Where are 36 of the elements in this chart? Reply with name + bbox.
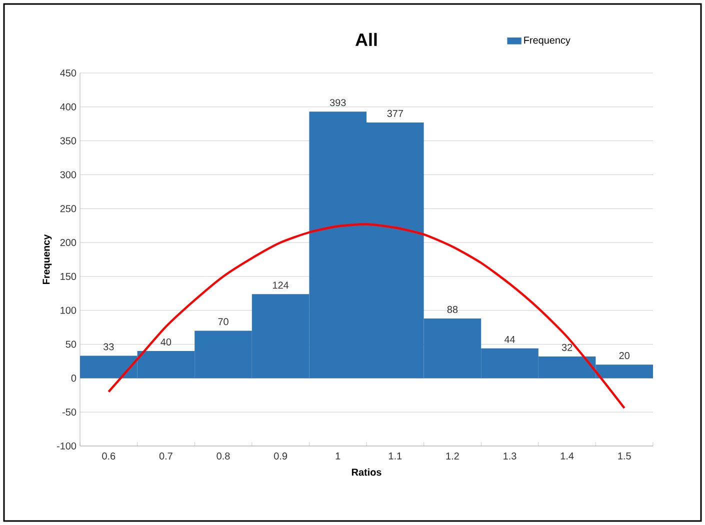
y-axis-title: Frequency <box>42 234 52 284</box>
x-tick-label: 0.8 <box>216 452 230 460</box>
y-tick-label: 450 <box>60 69 76 77</box>
x-tick-label: 0.9 <box>274 452 288 460</box>
y-tick-label: 250 <box>60 205 76 212</box>
data-label: 44 <box>504 336 516 343</box>
y-tick-label: 150 <box>60 272 76 280</box>
data-label: 70 <box>218 318 228 326</box>
data-label: 20 <box>619 352 630 360</box>
data-label: 377 <box>387 110 403 117</box>
x-tick-label: 1.2 <box>446 452 459 460</box>
y-tick-label: 200 <box>60 239 76 246</box>
x-axis-title: Ratios <box>352 468 382 476</box>
x-tick-label: 0.6 <box>102 452 116 460</box>
y-tick-label: -50 <box>62 408 76 416</box>
y-tick-label: 350 <box>60 137 76 144</box>
y-tick-label: -100 <box>56 442 76 450</box>
x-tick-label: 0.7 <box>159 452 172 460</box>
data-label: 40 <box>160 338 172 346</box>
data-label: 88 <box>447 306 458 313</box>
x-tick-label: 1.5 <box>618 452 631 460</box>
y-tick-label: 50 <box>66 340 76 348</box>
x-tick-label: 1.3 <box>504 452 516 460</box>
chart-title: All <box>356 32 377 46</box>
y-tick-label: 400 <box>60 103 76 110</box>
data-label: 32 <box>562 344 572 351</box>
y-tick-label: 300 <box>60 171 76 178</box>
data-label: 124 <box>273 282 289 289</box>
x-tick-label: 1.4 <box>560 452 574 460</box>
legend-label: Frequency <box>524 36 570 46</box>
x-tick-label: 1.1 <box>388 452 402 460</box>
y-tick-label: 100 <box>60 306 76 314</box>
data-label: 393 <box>330 99 346 106</box>
y-tick-label: 0 <box>71 374 76 382</box>
data-label: 33 <box>103 343 114 350</box>
x-tick-label: 1 <box>336 452 340 460</box>
